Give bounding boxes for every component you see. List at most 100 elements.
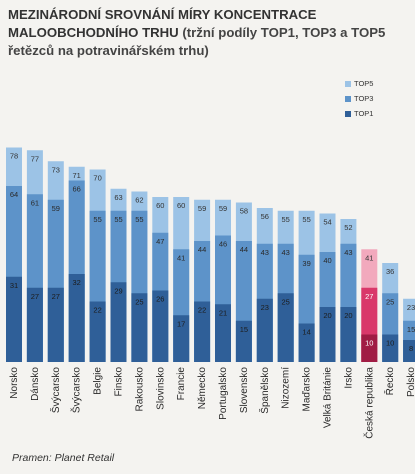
label-top5: 56 [261, 212, 269, 221]
chart-title-bold: MEZINÁRODNÍ SROVNÁNÍ MÍRY KONCENTRACE MA… [8, 7, 317, 40]
label-top5: 54 [323, 218, 331, 227]
label-top5: 23 [407, 303, 415, 312]
label-top1: 27 [31, 292, 39, 301]
label-top3: 55 [93, 215, 101, 224]
label-top3: 64 [10, 190, 18, 199]
label-top3: 15 [407, 325, 415, 334]
category-label: Nizozemí [281, 367, 292, 409]
bar-top1 [340, 307, 357, 362]
label-top1: 22 [93, 306, 101, 315]
label-top1: 20 [344, 311, 352, 320]
label-top1: 29 [114, 286, 122, 295]
category-label: Řecko [383, 367, 396, 396]
label-top3: 43 [261, 248, 269, 257]
label-top3: 43 [282, 248, 290, 257]
label-top1: 8 [409, 344, 413, 353]
bar-top1 [47, 287, 64, 362]
label-top1: 23 [261, 303, 269, 312]
category-label: Švýcarsko [49, 367, 62, 414]
bar-top1 [403, 340, 415, 362]
label-top5: 60 [177, 201, 185, 210]
bar-top1 [215, 304, 231, 362]
label-top5: 55 [282, 215, 290, 224]
label-top1: 10 [365, 339, 373, 348]
label-top3: 46 [219, 240, 227, 249]
label-top1: 27 [52, 292, 60, 301]
label-top5: 78 [10, 152, 18, 161]
bar-top1 [131, 293, 148, 362]
legend-label: TOP1 [354, 109, 373, 118]
label-top5: 55 [302, 215, 310, 224]
category-label: Velká Británie [323, 367, 334, 429]
category-label: Slovensko [239, 367, 250, 414]
category-label: Dánsko [30, 367, 41, 401]
label-top3: 43 [344, 248, 352, 257]
label-top5: 36 [386, 267, 394, 276]
label-top1: 14 [302, 328, 310, 337]
label-top1: 25 [282, 297, 290, 306]
label-top1: 31 [10, 281, 18, 290]
category-label: Belgie [93, 367, 104, 395]
label-top5: 41 [365, 253, 373, 262]
label-top3: 44 [240, 245, 248, 254]
legend-label: TOP3 [354, 94, 373, 103]
legend-swatch [345, 81, 351, 87]
label-top5: 58 [240, 207, 248, 216]
label-top3: 44 [198, 245, 206, 254]
category-label: Maďarsko [302, 367, 313, 412]
bar-top1 [26, 287, 43, 362]
source-note: Pramen: Planet Retail [12, 452, 115, 464]
category-label: Portugalsko [218, 367, 229, 420]
label-top3: 39 [302, 259, 310, 268]
legend-swatch [345, 111, 351, 117]
label-top3: 47 [156, 237, 164, 246]
label-top5: 70 [93, 174, 101, 183]
bar-top1 [277, 293, 294, 362]
label-top5: 71 [73, 171, 81, 180]
category-label: Francie [176, 367, 187, 401]
label-top3: 55 [135, 215, 143, 224]
label-top1: 15 [240, 325, 248, 334]
bar-top1 [6, 276, 22, 362]
label-top1: 10 [386, 339, 394, 348]
label-top3: 25 [386, 297, 394, 306]
label-top1: 20 [323, 311, 331, 320]
label-top5: 59 [198, 204, 206, 213]
label-top5: 73 [52, 165, 60, 174]
bar-top1 [68, 274, 85, 362]
legend-swatch [345, 96, 351, 102]
bar-top1 [152, 290, 169, 362]
category-label: Irsko [343, 367, 354, 389]
bar-top1 [256, 298, 273, 362]
label-top1: 22 [198, 306, 206, 315]
label-top1: 17 [177, 319, 185, 328]
label-top3: 55 [114, 215, 122, 224]
bar-top1 [89, 301, 106, 362]
bar-top1 [235, 320, 252, 362]
bar-top1 [110, 282, 127, 362]
category-label: Finsko [114, 367, 125, 397]
chart-title-rest: (tržní podíly TOP1, TOP3 a TOP5 řetězců … [8, 25, 386, 58]
label-top5: 52 [344, 223, 352, 232]
category-label: Španělsko [258, 367, 271, 414]
label-top5: 63 [114, 193, 122, 202]
label-top1: 21 [219, 308, 227, 317]
label-top5: 59 [219, 204, 227, 213]
category-label: Slovinsko [155, 367, 166, 410]
bar-top1 [194, 301, 211, 362]
label-top3: 61 [31, 198, 39, 207]
label-top1: 25 [135, 297, 143, 306]
label-top3: 66 [73, 185, 81, 194]
legend-label: TOP5 [354, 79, 373, 88]
category-label: Česká republika [362, 367, 375, 439]
label-top5: 62 [135, 196, 143, 205]
label-top5: 60 [156, 201, 164, 210]
bar-top1 [173, 315, 190, 362]
category-label: Německo [197, 367, 208, 410]
category-label: Polsko [406, 367, 415, 397]
label-top1: 32 [73, 278, 81, 287]
bar-top1 [361, 334, 378, 362]
label-top3: 27 [365, 292, 373, 301]
category-label: Švýcarsko [70, 367, 83, 414]
